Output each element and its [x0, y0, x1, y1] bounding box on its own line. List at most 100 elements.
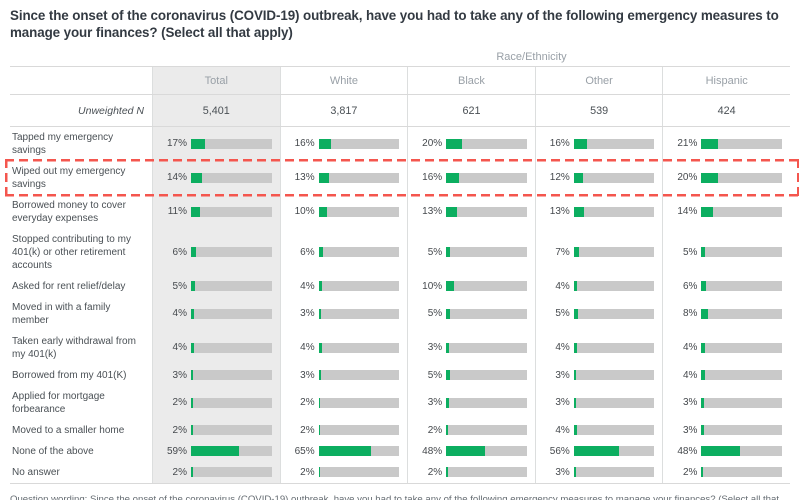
bar-cell-white: 6%: [279, 228, 408, 276]
bar-track: [318, 397, 400, 408]
bar-cell-hispanic: 4%: [662, 330, 790, 365]
row-label: Moved to a smaller home: [12, 424, 125, 436]
percent-value: 6%: [172, 246, 187, 258]
bar-track: [573, 342, 655, 353]
percent-value: 3%: [300, 369, 315, 381]
bar-fill: [446, 247, 451, 257]
bar-fill: [573, 172, 584, 183]
bar-fill: [701, 446, 741, 456]
bar-cell-other: 3%: [534, 364, 663, 386]
row-label: Applied for mortgage forbearance: [12, 390, 105, 415]
bar-track: [318, 467, 400, 477]
row-label: Stopped contributing to my 401(k) or oth…: [12, 233, 131, 271]
percent-value: 7%: [555, 246, 570, 258]
row-label: Borrowed money to cover everyday expense…: [12, 199, 126, 224]
percent-value: 4%: [300, 280, 315, 292]
bar-fill: [318, 397, 321, 408]
percent-value: 3%: [427, 342, 443, 353]
percent-value: 4%: [555, 424, 570, 436]
percent-value: 8%: [682, 308, 698, 319]
bar-track: [318, 342, 400, 353]
column-header-total: Total: [152, 66, 280, 94]
bar-cell-hispanic: 6%: [662, 275, 790, 297]
bar-track: [573, 397, 655, 408]
percent-value: 4%: [555, 280, 570, 292]
bar-track: [318, 138, 400, 149]
bar-track: [318, 206, 400, 217]
bar-cell-white: 16%: [279, 126, 408, 161]
bar-fill: [318, 138, 332, 149]
percent-value: 5%: [427, 246, 443, 258]
percent-value: 14%: [677, 206, 698, 217]
row-label: Wiped out my emergency savings: [12, 165, 126, 190]
bar-fill: [191, 446, 239, 456]
percent-value: 2%: [172, 397, 187, 408]
bar-track: [446, 370, 527, 380]
bar-track: [446, 247, 527, 257]
percent-value: 13%: [422, 206, 443, 217]
bar-cell-black: 20%: [407, 126, 535, 161]
header-spacer: [10, 67, 152, 94]
bar-fill: [573, 281, 578, 291]
bar-track: [701, 446, 782, 456]
bar-track: [573, 370, 655, 380]
bar-cell-hispanic: 48%: [662, 440, 790, 462]
bar-fill: [701, 281, 707, 291]
race-ethnicity-group-header: Race/Ethnicity: [496, 50, 567, 63]
unweighted-n-black: 621: [407, 94, 535, 126]
bar-cell-black: 3%: [407, 385, 535, 420]
bar-cell-other: 4%: [534, 275, 663, 297]
table-row: Applied for mortgage forbearance 2% 2% 3% 3%…: [10, 385, 790, 420]
bar-cell-total: 6%: [152, 228, 280, 276]
percent-value: 2%: [427, 424, 443, 436]
bar-cell-hispanic: 8%: [662, 296, 790, 331]
bar-cell-white: 4%: [279, 330, 408, 365]
bar-fill: [191, 172, 203, 183]
percent-value: 2%: [427, 466, 443, 478]
bar-fill: [446, 172, 460, 183]
bar-track: [446, 308, 527, 319]
bar-fill: [701, 308, 708, 319]
bar-track: [318, 308, 400, 319]
bar-fill: [318, 425, 321, 435]
bar-track: [701, 206, 782, 217]
bar-track: [701, 281, 782, 291]
bar-fill: [701, 247, 706, 257]
bar-fill: [191, 342, 195, 353]
percent-value: 21%: [677, 138, 698, 149]
bar-track: [446, 138, 527, 149]
percent-value: 4%: [682, 342, 698, 353]
percent-value: 3%: [555, 466, 570, 478]
bar-track: [573, 206, 655, 217]
bar-cell-black: 5%: [407, 228, 535, 276]
bar-cell-black: 48%: [407, 440, 535, 462]
bar-cell-hispanic: 4%: [662, 364, 790, 386]
bar-track: [573, 138, 655, 149]
table-row: Tapped my emergency savings 17% 16% 20% 16% 2…: [10, 126, 790, 161]
percent-value: 10%: [422, 280, 443, 292]
bar-fill: [191, 425, 193, 435]
bar-cell-black: 3%: [407, 330, 535, 365]
bar-track: [191, 467, 272, 477]
table-row: Moved to a smaller home 2% 2% 2% 4% 3%: [10, 419, 790, 441]
table-row: Taken early withdrawal from my 401(k) 4% 4…: [10, 330, 790, 365]
bar-cell-total: 4%: [152, 296, 280, 331]
percent-value: 2%: [300, 397, 315, 408]
bar-track: [701, 370, 782, 380]
bar-track: [318, 281, 400, 291]
bar-cell-total: 17%: [152, 126, 280, 161]
percent-value: 2%: [172, 466, 187, 478]
percent-value: 5%: [172, 280, 187, 292]
question-wording-line: Question wording: Since the onset of the…: [10, 493, 790, 500]
bar-cell-white: 13%: [279, 160, 408, 195]
percent-value: 3%: [300, 308, 315, 319]
bar-track: [446, 397, 527, 408]
bar-track: [191, 172, 272, 183]
column-header-black: Black: [407, 66, 535, 94]
percent-value: 2%: [300, 424, 315, 436]
bar-cell-other: 4%: [534, 330, 663, 365]
bar-fill: [573, 467, 577, 477]
table-row: No answer 2% 2% 2% 3% 2%: [10, 461, 790, 483]
bar-fill: [573, 308, 578, 319]
